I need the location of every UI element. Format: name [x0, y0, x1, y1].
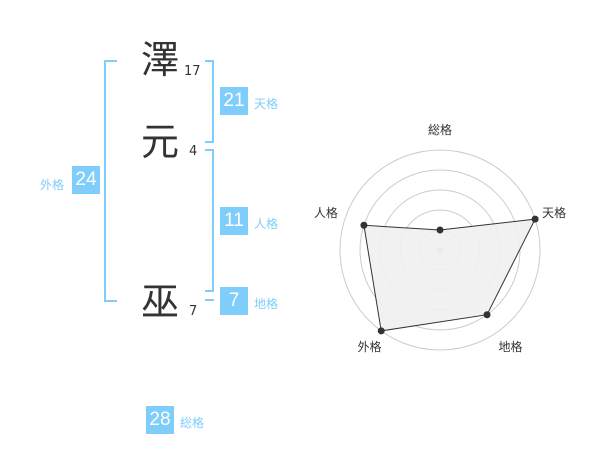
radar-point-4 — [360, 221, 368, 229]
chikaku-bracket — [205, 299, 214, 301]
chikaku-label: 地格 — [254, 297, 279, 311]
radar-axis-label: 地格 — [499, 339, 523, 354]
radar-point-2 — [483, 311, 491, 319]
radar-point-3 — [377, 327, 385, 335]
radar-area — [363, 218, 536, 332]
soukaku-label: 総格 — [180, 416, 205, 430]
tenkaku-label: 天格 — [254, 97, 279, 111]
stroke-count-3: 7 — [189, 304, 198, 319]
stroke-count-2: 4 — [189, 144, 198, 159]
jinkaku-bracket — [205, 149, 214, 292]
radar-axis-label: 天格 — [542, 205, 566, 220]
radar-axis-label: 外格 — [357, 339, 381, 354]
soukaku-value: 28 — [146, 406, 174, 434]
radar-axis-label: 人格 — [314, 205, 338, 220]
name-char-1: 澤 — [141, 38, 180, 82]
tenkaku-bracket — [205, 60, 214, 143]
name-char-3: 巫 — [141, 280, 180, 324]
radar-axis-label: 総格 — [428, 122, 452, 137]
gaikaku-bracket — [104, 60, 117, 302]
chikaku-value: 7 — [220, 287, 248, 315]
radar-point-1 — [531, 215, 539, 223]
gaikaku-label: 外格 — [40, 178, 65, 192]
jinkaku-value: 11 — [220, 207, 248, 235]
radar-point-0 — [436, 226, 444, 234]
gaikaku-value: 24 — [72, 166, 100, 194]
name-char-2: 元 — [141, 120, 180, 164]
jinkaku-label: 人格 — [254, 217, 279, 231]
tenkaku-value: 21 — [220, 87, 248, 115]
stroke-count-1: 17 — [184, 64, 201, 79]
radar-ring — [339, 149, 541, 351]
